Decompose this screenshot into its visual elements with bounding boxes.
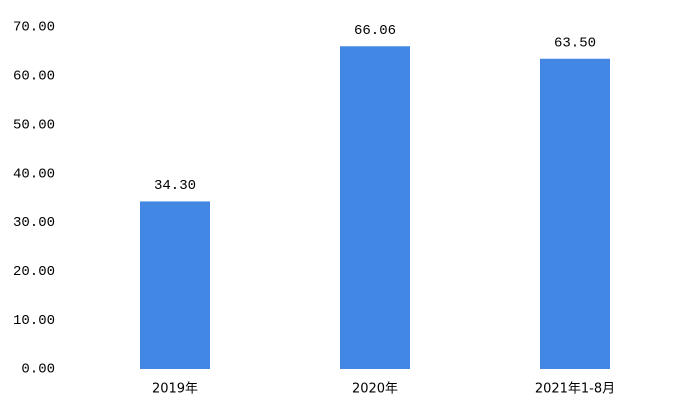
x-tick-label: 2020年 <box>352 382 398 397</box>
y-tick-label: 70.00 <box>13 20 55 36</box>
x-tick-label: 2021年1-8月 <box>535 382 615 397</box>
y-tick-label: 60.00 <box>13 69 55 85</box>
x-tick-label: 2019年 <box>152 382 198 397</box>
y-tick-label: 40.00 <box>13 166 55 182</box>
value-label: 66.06 <box>354 23 396 39</box>
value-label: 63.50 <box>554 35 596 51</box>
bar <box>540 58 610 369</box>
y-tick-label: 0.00 <box>21 362 55 378</box>
value-label: 34.30 <box>154 178 196 194</box>
bar <box>140 201 210 369</box>
y-tick-label: 30.00 <box>13 215 55 231</box>
y-tick-label: 50.00 <box>13 117 55 133</box>
y-tick-label: 10.00 <box>13 313 55 329</box>
y-tick-label: 20.00 <box>13 264 55 280</box>
bar <box>340 46 410 369</box>
